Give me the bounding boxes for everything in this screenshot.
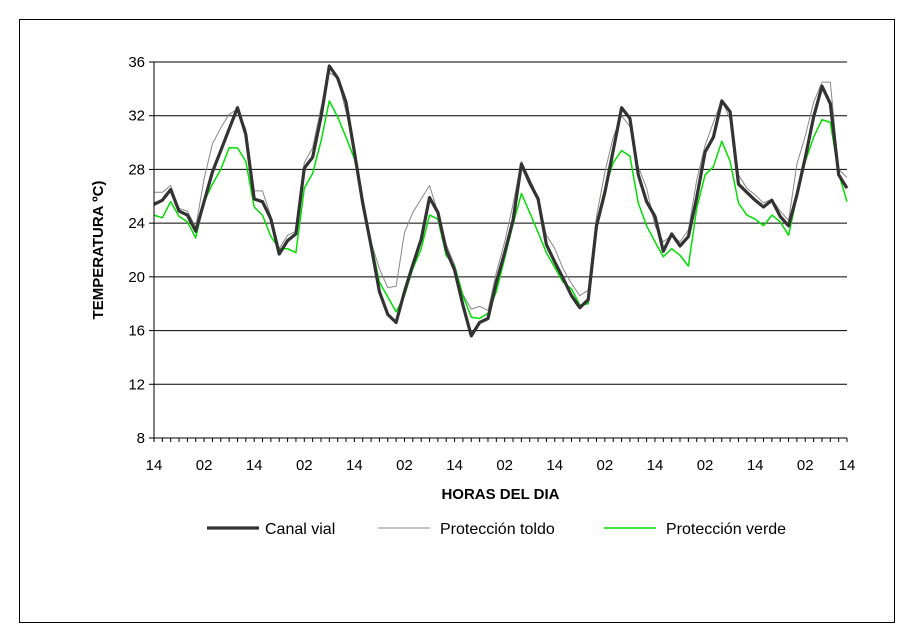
x-tick-label: 14 (146, 457, 163, 474)
x-tick-label: 02 (797, 457, 814, 474)
x-tick-label: 02 (296, 457, 313, 474)
legend-label: Protección verde (666, 521, 786, 538)
x-tick-label: 14 (747, 457, 764, 474)
x-tick-label: 02 (697, 457, 714, 474)
x-axis-title: HORAS DEL DIA (441, 486, 559, 503)
x-tick-label: 14 (346, 457, 363, 474)
y-tick-label: 12 (128, 376, 145, 393)
x-tick-label: 02 (597, 457, 614, 474)
legend: Canal vial Protección toldo Protección ver… (207, 521, 786, 538)
chart-frame (19, 19, 895, 623)
legend-label: Canal vial (265, 521, 335, 538)
y-tick-label: 36 (128, 54, 145, 71)
y-axis-title: TEMPERATURA ºC) (90, 181, 107, 320)
x-tick-label: 14 (446, 457, 463, 474)
series-line-protecci-n-verde (153, 100, 848, 320)
series-line-canal-vial (153, 64, 849, 338)
y-tick-label: 24 (128, 215, 145, 232)
x-tick-label: 14 (839, 457, 856, 474)
x-tick-label: 14 (647, 457, 664, 474)
y-tick-label: 28 (128, 161, 145, 178)
x-tick-label: 02 (396, 457, 413, 474)
x-tick-label: 02 (196, 457, 213, 474)
y-tick-label: 32 (128, 108, 145, 125)
legend-label: Protección toldo (440, 521, 555, 538)
x-tick-label: 14 (546, 457, 563, 474)
y-tick-label: 8 (137, 430, 145, 447)
x-tick-label: 02 (496, 457, 513, 474)
x-tick-label: 14 (246, 457, 263, 474)
y-tick-label: 20 (128, 269, 145, 286)
y-tick-label: 16 (128, 323, 145, 340)
